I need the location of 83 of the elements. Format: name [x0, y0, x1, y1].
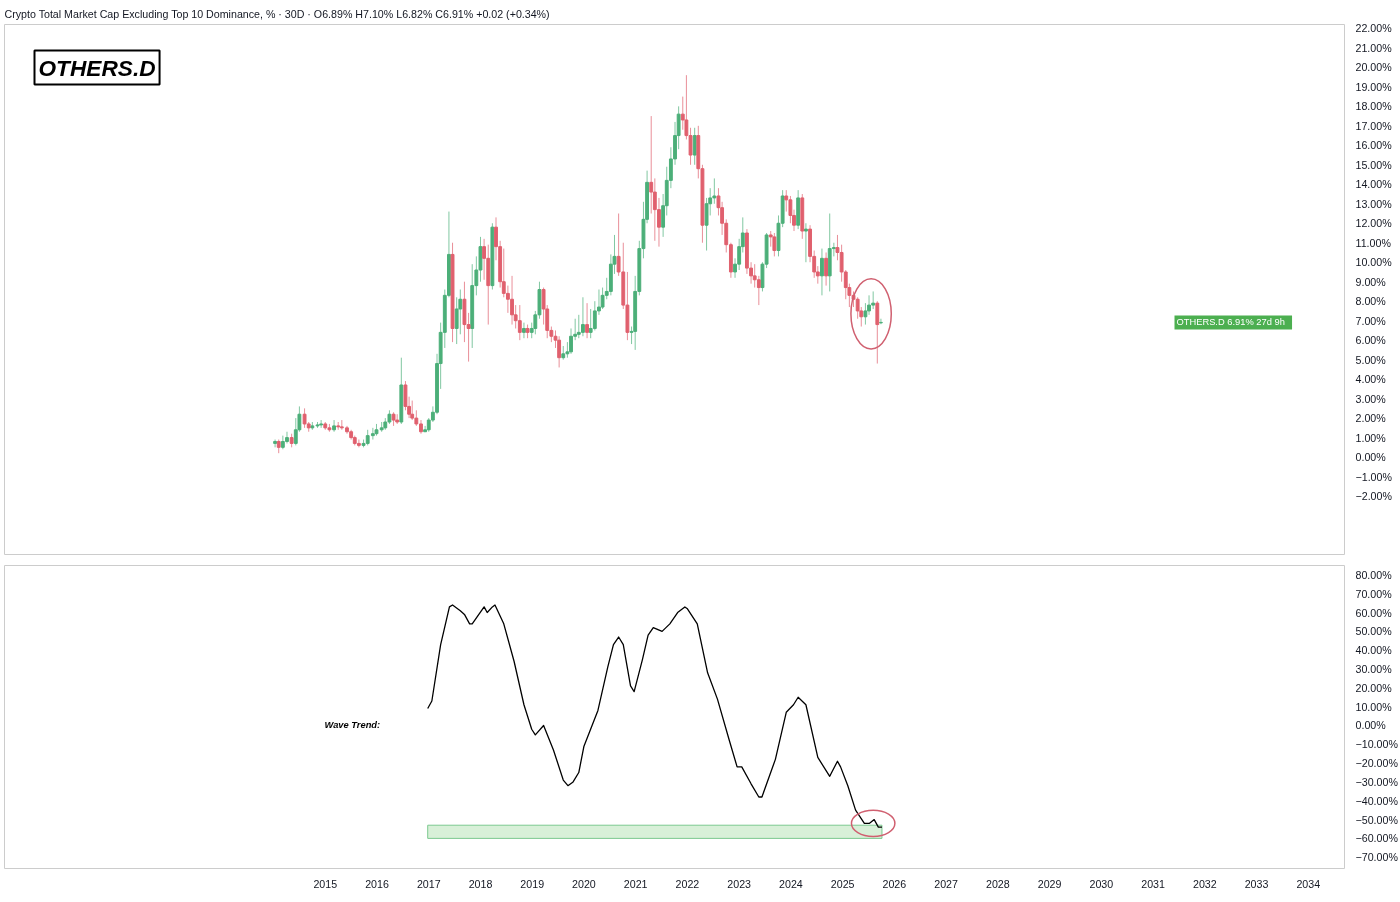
y-tick-label: 80.00% — [1355, 568, 1393, 581]
x-tick-label: 2032 — [1192, 877, 1217, 890]
y-tick-label: 14.00% — [1355, 178, 1393, 191]
x-tick-label: 2016 — [365, 877, 389, 890]
candlestick — [569, 327, 573, 355]
y-tick-label: 8.00% — [1355, 295, 1387, 308]
y-tick-label: 20.00% — [1355, 61, 1393, 74]
y-tick-label: 17.00% — [1355, 119, 1393, 132]
y-tick-label: 10.00% — [1355, 256, 1393, 269]
x-tick-label: 2019 — [520, 877, 545, 890]
x-tick-label: 2030 — [1089, 877, 1114, 890]
candlestick — [585, 302, 589, 339]
y-tick-label: 15.00% — [1355, 158, 1393, 171]
y-tick-label: 18.00% — [1355, 100, 1393, 113]
y-tick-label: −20.00% — [1355, 757, 1399, 770]
y-tick-label: 6.00% — [1355, 334, 1387, 347]
y-tick-label: 9.00% — [1355, 275, 1387, 288]
y-tick-label: 60.00% — [1355, 606, 1393, 619]
y-tick-label: 10.00% — [1355, 700, 1393, 713]
text: OTHERS.D — [38, 54, 156, 81]
y-tick-label: 11.00% — [1355, 236, 1392, 249]
x-tick-label: 2022 — [675, 877, 700, 890]
x-tick-label: 2021 — [623, 877, 648, 890]
candlestick — [581, 296, 585, 337]
candlestick — [370, 427, 375, 441]
y-tick-label: 7.00% — [1355, 314, 1387, 327]
chart-subtitle: Crypto Total Market Cap Excluding Top 10 Dominance, % · 30D · O6.89% H7.10% L6.82% C6.91% +0.02 (+0.34%) — [4, 7, 550, 20]
candlestick — [273, 439, 278, 448]
y-tick-label: 70.00% — [1355, 587, 1393, 600]
candlestick — [803, 222, 808, 263]
y-tick-label: 3.00% — [1355, 392, 1387, 405]
x-tick-label: 2028 — [986, 877, 1010, 890]
x-tick-label: 2027 — [934, 877, 959, 890]
y-tick-label: −2.00% — [1355, 490, 1393, 503]
y-tick-label: −40.00% — [1355, 794, 1399, 807]
candlestick — [879, 318, 883, 325]
annotation: OTHERS.D 6.91% 27d 9h — [1176, 317, 1285, 328]
y-tick-label: 19.00% — [1355, 80, 1393, 93]
y-tick-label: 12.00% — [1355, 217, 1393, 230]
candlestick — [285, 431, 289, 444]
candlestick — [510, 275, 514, 326]
x-tick-label: 2029 — [1037, 877, 1062, 890]
y-tick-label: 4.00% — [1355, 373, 1387, 386]
y-tick-label: 2.00% — [1355, 412, 1387, 425]
y-tick-label: −70.00% — [1355, 851, 1399, 864]
candlestick — [784, 189, 789, 213]
candlestick — [824, 251, 829, 287]
x-tick-label: 2017 — [416, 877, 441, 890]
candlestick — [302, 407, 307, 429]
y-tick-label: 0.00% — [1355, 719, 1387, 732]
y-tick-label: −50.00% — [1355, 813, 1399, 826]
x-tick-label: 2023 — [727, 877, 752, 890]
candlestick — [332, 419, 336, 433]
x-tick-label: 2020 — [572, 877, 596, 890]
y-tick-label: 0.00% — [1355, 451, 1387, 464]
y-tick-label: −1.00% — [1355, 470, 1393, 483]
x-tick-label: 2024 — [779, 877, 803, 890]
x-tick-label: 2015 — [313, 877, 338, 890]
x-tick-label: 2025 — [830, 877, 855, 890]
y-tick-label: 13.00% — [1355, 197, 1393, 210]
x-tick-label: 2026 — [882, 877, 907, 890]
y-tick-label: 30.00% — [1355, 663, 1393, 676]
y-tick-label: 40.00% — [1355, 644, 1393, 657]
y-tick-label: 5.00% — [1355, 353, 1387, 366]
candlestick — [356, 439, 361, 448]
candlestick — [756, 275, 761, 306]
y-tick-label: 22.00% — [1355, 22, 1393, 35]
y-tick-label: −30.00% — [1355, 775, 1399, 788]
x-tick-label: 2034 — [1296, 877, 1321, 890]
x-tick-label: 2031 — [1141, 877, 1165, 890]
y-tick-label: 50.00% — [1355, 625, 1393, 638]
x-tick-label: 2033 — [1244, 877, 1269, 890]
y-tick-label: 21.00% — [1355, 41, 1393, 54]
x-tick-label: 2018 — [468, 877, 493, 890]
y-tick-label: 20.00% — [1355, 681, 1393, 694]
y-tick-label: 16.00% — [1355, 139, 1393, 152]
y-tick-label: −60.00% — [1355, 832, 1399, 845]
annotation: Wave Trend: — [324, 720, 381, 731]
candlestick — [410, 400, 415, 421]
y-tick-label: −10.00% — [1355, 738, 1399, 751]
candlestick — [820, 248, 824, 296]
candlestick — [517, 304, 522, 341]
y-tick-label: 1.00% — [1355, 431, 1387, 444]
